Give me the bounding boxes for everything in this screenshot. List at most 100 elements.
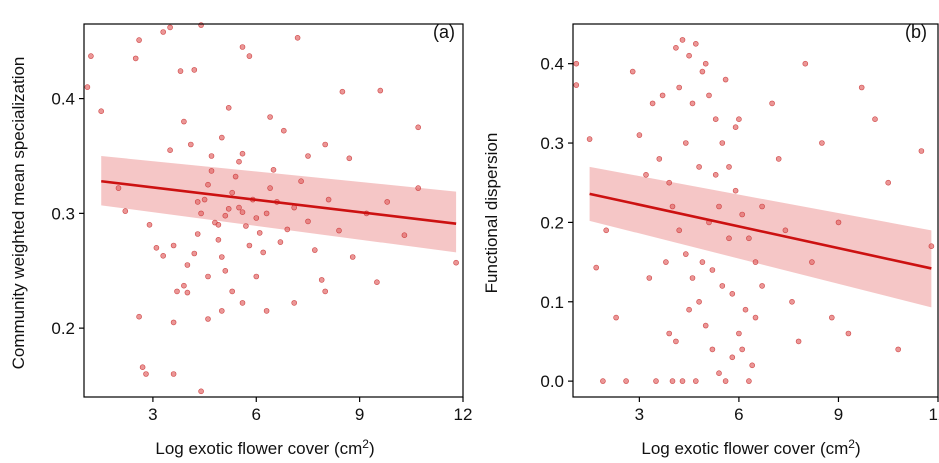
data-point [294,34,301,41]
y-tick-label: 0.3 [51,204,75,223]
y-axis-label-a: Community weighted mean specialization [9,57,28,370]
data-point [732,187,739,194]
data-point [253,273,260,280]
data-point [699,259,706,265]
data-point [198,388,204,395]
data-point [858,84,865,91]
x-tick-label: 9 [834,405,843,424]
confidence-ribbon-b [589,166,932,308]
data-point [692,378,699,384]
data-point [453,259,459,266]
data-point [809,259,815,265]
data-point [267,114,273,120]
y-ticks-a: 0.2 0.3 0.4 [51,90,84,338]
data-point [205,181,211,188]
y-tick-label: 0.0 [540,372,564,391]
data-point [246,242,253,249]
data-point [322,288,329,295]
data-point [177,68,184,74]
data-point [305,218,311,225]
data-point [646,275,653,281]
data-point [346,155,353,162]
data-point [736,116,742,122]
y-ticks-b: 0.0 0.1 0.2 0.3 0.4 [540,55,573,391]
data-point [613,314,619,321]
data-point [676,227,683,234]
data-point [239,44,246,50]
data-point [146,222,153,228]
data-point [243,223,249,229]
data-point [205,316,211,322]
data-point [167,24,173,31]
data-point [669,378,676,384]
y-tick-label: 0.2 [540,213,564,232]
data-point [719,283,726,289]
data-point [284,226,291,233]
data-point [746,235,752,242]
data-point [236,158,242,165]
data-point [643,172,649,178]
data-point [208,168,215,174]
plot-frame-a [83,23,464,398]
data-point [194,231,201,237]
data-point [339,88,346,95]
x-tick-label: 6 [252,405,261,424]
data-point [184,289,191,296]
data-point [673,44,679,51]
data-point [676,84,683,91]
data-point [752,259,759,265]
data-point [88,53,94,59]
x-tick-label: 9 [355,405,364,424]
data-point [84,84,91,90]
data-point [600,378,606,384]
data-point [686,306,692,313]
data-point [835,219,842,226]
data-point [729,354,736,361]
data-point [136,313,142,320]
data-point [712,172,719,178]
data-point [593,264,600,271]
data-point [828,314,835,321]
data-point [782,227,789,234]
x-tick-label: 3 [635,405,644,424]
data-point [170,242,177,249]
data-point [215,222,222,228]
data-point [682,251,689,257]
x-ticks-b: 3 6 9 12 [635,397,939,424]
data-point [267,185,273,191]
y-axis-label-b: Functional dispersion [482,133,501,294]
data-point [219,134,225,141]
data-point [318,277,325,283]
data-point [673,338,679,345]
data-point [188,141,194,148]
data-point [181,282,187,289]
data-point [623,378,629,384]
data-point [716,203,722,210]
data-point [686,52,692,59]
data-point [692,40,699,47]
plot-border-a [83,23,464,398]
x-tick-label: 12 [929,405,939,424]
regression-line-a [101,179,457,225]
y-tick-label: 0.3 [540,134,564,153]
data-point [98,108,104,114]
data-point [653,378,659,384]
panel-b: 3 6 9 12 0.0 0.1 0.2 0.3 0.4 (b) Log exotic flo… [482,22,939,458]
regression-line-b [589,192,932,270]
data-point [153,245,160,251]
data-point [689,275,696,281]
data-point [115,185,122,191]
data-point [573,60,580,67]
data-point [170,319,177,326]
data-point [229,288,235,295]
data-point [174,288,180,295]
data-point [739,211,746,218]
data-point [696,164,702,170]
data-point [122,208,129,214]
data-point [191,67,198,73]
x-axis-label-b: Log exotic flower cover (cm2) [641,437,860,458]
data-point [239,300,246,306]
data-point [167,147,173,153]
data-point [702,60,709,67]
data-point [872,116,878,122]
